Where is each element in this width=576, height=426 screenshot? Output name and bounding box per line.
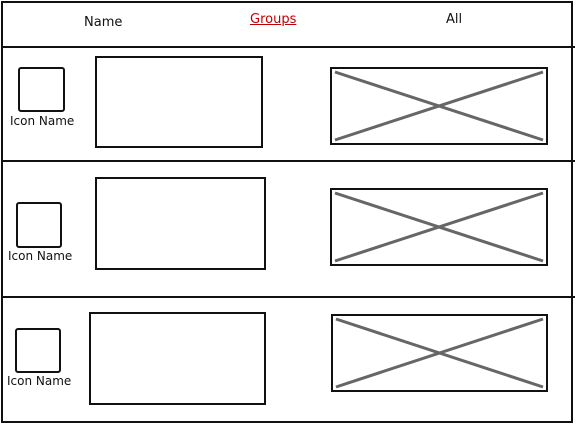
content-box bbox=[95, 56, 263, 148]
list-item[interactable]: Icon Name bbox=[0, 48, 576, 160]
icon-label: Icon Name bbox=[10, 114, 75, 128]
placeholder-icon[interactable] bbox=[15, 328, 61, 373]
image-placeholder-icon bbox=[331, 314, 548, 392]
divider bbox=[1, 296, 575, 298]
image-placeholder-icon bbox=[330, 67, 548, 145]
divider bbox=[1, 46, 575, 48]
content-box bbox=[95, 177, 266, 270]
icon-label: Icon Name bbox=[7, 374, 72, 388]
image-placeholder-icon bbox=[330, 188, 548, 266]
tab-name[interactable]: Name bbox=[84, 15, 123, 30]
icon-label: Icon Name bbox=[8, 249, 73, 263]
placeholder-icon[interactable] bbox=[16, 202, 62, 248]
content-box bbox=[89, 312, 266, 405]
placeholder-icon[interactable] bbox=[18, 67, 65, 112]
list-item[interactable]: Icon Name bbox=[0, 298, 576, 422]
divider bbox=[1, 160, 575, 162]
tab-all[interactable]: All bbox=[446, 12, 463, 27]
list-item[interactable]: Icon Name bbox=[0, 162, 576, 296]
tab-groups[interactable]: Groups bbox=[250, 12, 297, 27]
tab-bar: Name Groups All bbox=[0, 0, 576, 47]
